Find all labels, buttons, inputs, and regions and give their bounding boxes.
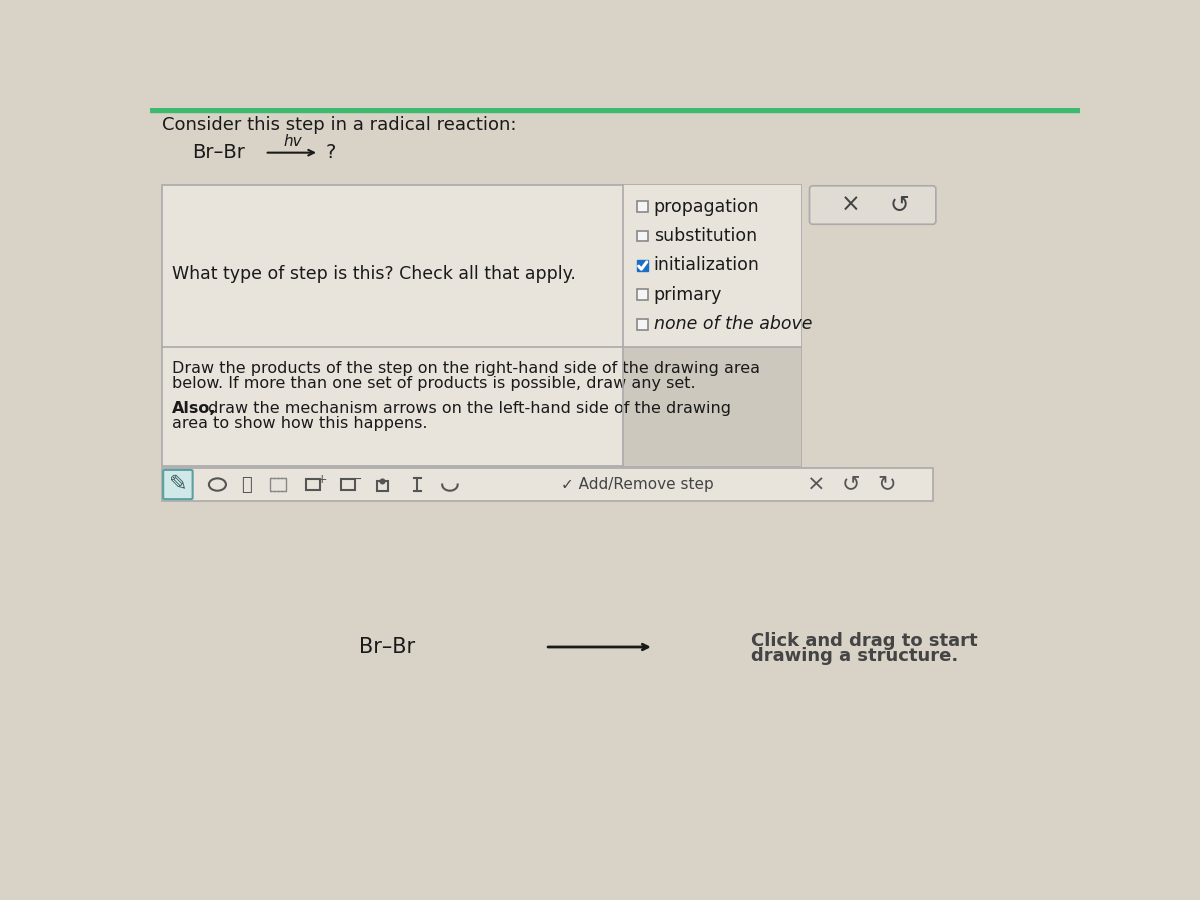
Text: ✋: ✋ xyxy=(241,475,252,493)
Text: drawing a structure.: drawing a structure. xyxy=(751,647,958,665)
Bar xyxy=(377,482,388,490)
Text: Also,: Also, xyxy=(172,400,216,416)
Text: Click and drag to start: Click and drag to start xyxy=(751,632,977,650)
Text: Br–Br: Br–Br xyxy=(359,637,415,657)
Text: ↺: ↺ xyxy=(842,474,860,494)
Bar xyxy=(623,185,802,346)
Text: primary: primary xyxy=(654,286,722,304)
Text: Br–Br: Br–Br xyxy=(193,143,246,162)
Bar xyxy=(637,202,648,211)
Text: What type of step is this? Check all that apply.: What type of step is this? Check all tha… xyxy=(172,265,576,283)
Text: Consider this step in a radical reaction:: Consider this step in a radical reaction… xyxy=(162,116,516,134)
Text: propagation: propagation xyxy=(654,198,760,216)
Text: ×: × xyxy=(841,193,860,217)
Circle shape xyxy=(380,479,385,484)
Text: none of the above: none of the above xyxy=(654,315,812,333)
Text: initialization: initialization xyxy=(654,256,760,274)
Text: substitution: substitution xyxy=(654,227,757,245)
Bar xyxy=(270,479,286,490)
Text: −: − xyxy=(352,472,362,486)
Bar xyxy=(306,479,319,490)
Text: ✎: ✎ xyxy=(168,474,187,494)
Bar xyxy=(637,260,648,271)
Bar xyxy=(637,319,648,329)
Bar xyxy=(162,468,932,500)
Bar xyxy=(162,185,802,466)
Text: ?: ? xyxy=(325,143,336,162)
FancyBboxPatch shape xyxy=(810,185,936,224)
Text: +: + xyxy=(317,472,328,486)
Text: draw the mechanism arrows on the left-hand side of the drawing: draw the mechanism arrows on the left-ha… xyxy=(203,400,731,416)
Bar xyxy=(623,346,802,466)
Bar xyxy=(637,290,648,301)
Bar xyxy=(341,479,355,490)
Text: hv: hv xyxy=(283,134,302,149)
Text: ✓ Add/Remove step: ✓ Add/Remove step xyxy=(560,477,714,492)
Text: area to show how this happens.: area to show how this happens. xyxy=(172,416,427,431)
Text: ↺: ↺ xyxy=(889,193,908,217)
Text: ↻: ↻ xyxy=(877,474,895,494)
Text: ×: × xyxy=(808,474,826,494)
Text: Draw the products of the step on the right-hand side of the drawing area: Draw the products of the step on the rig… xyxy=(172,361,760,375)
Bar xyxy=(637,230,648,241)
Bar xyxy=(150,108,1080,112)
FancyBboxPatch shape xyxy=(163,470,193,500)
Text: below. If more than one set of products is possible, draw any set.: below. If more than one set of products … xyxy=(172,376,695,391)
